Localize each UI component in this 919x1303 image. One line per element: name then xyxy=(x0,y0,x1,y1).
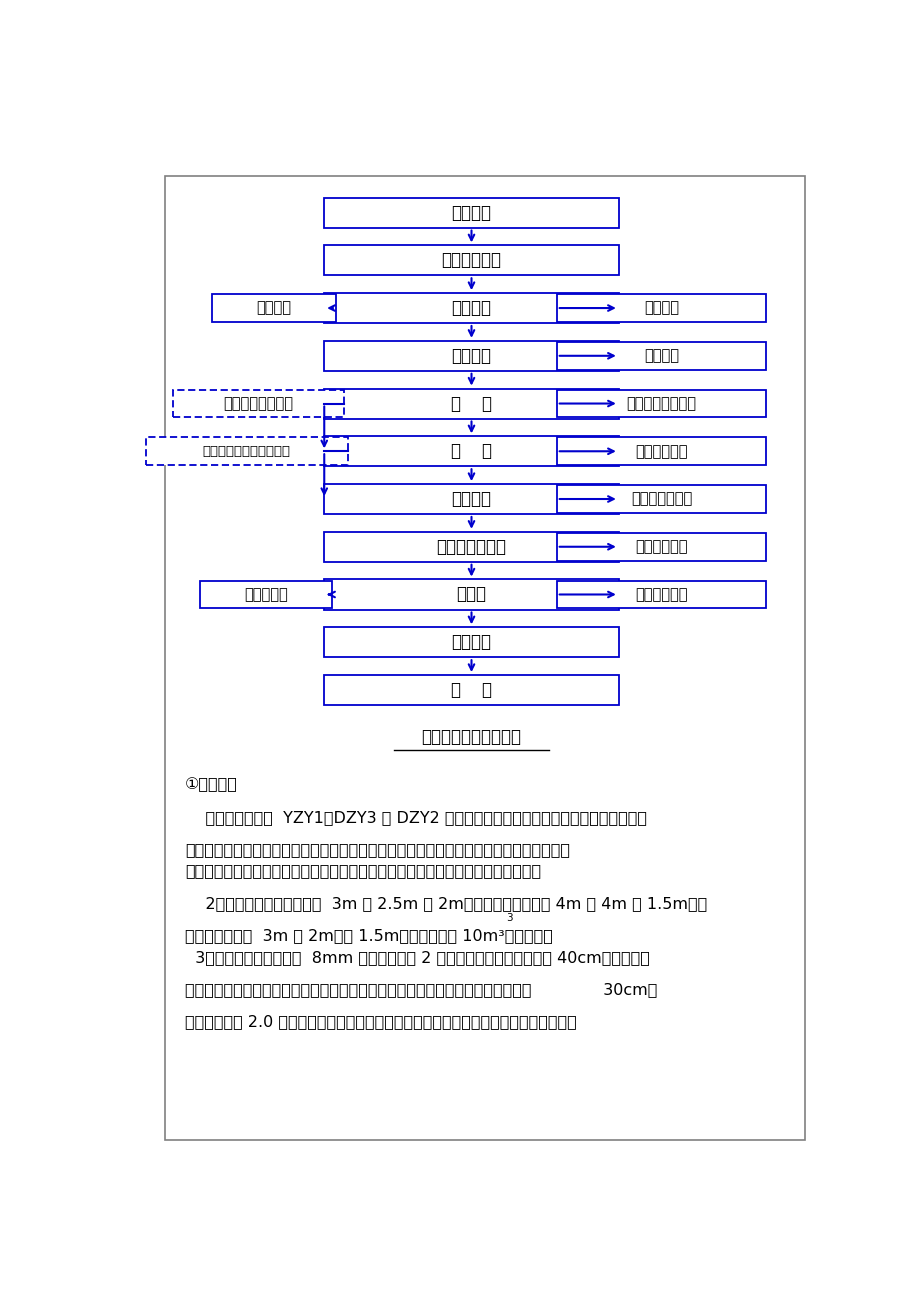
Bar xyxy=(211,294,335,322)
Text: 清    孔: 清 孔 xyxy=(450,442,492,460)
Bar xyxy=(323,245,618,275)
Text: 测量孔深孔径孔斜: 测量孔深孔径孔斜 xyxy=(223,396,293,410)
Text: 平整场地: 平整场地 xyxy=(451,203,491,222)
Text: 拔除护筒: 拔除护筒 xyxy=(451,633,491,652)
Bar xyxy=(323,627,618,657)
Text: 埋设护筒: 埋设护筒 xyxy=(451,300,491,317)
Text: 下钢筋笼: 下钢筋笼 xyxy=(451,490,491,508)
Bar xyxy=(146,438,347,465)
Bar xyxy=(323,293,618,323)
Bar xyxy=(556,438,766,465)
Text: 制备、运输砼: 制备、运输砼 xyxy=(634,586,686,602)
Text: 试装检验导管: 试装检验导管 xyxy=(634,539,686,554)
Text: 测量沉渣土厚度泥浆比重: 测量沉渣土厚度泥浆比重 xyxy=(202,444,290,457)
Bar xyxy=(173,390,344,417)
Text: 养    护: 养 护 xyxy=(450,681,492,698)
Text: 安设导管溜槽等: 安设导管溜槽等 xyxy=(436,538,506,556)
Text: 3）埋设护筒：护筒采用  8mm 的钢护筒，高 2 米，护筒内径比钻头直径大 40cm，根据灌注: 3）埋设护筒：护筒采用 8mm 的钢护筒，高 2 米，护筒内径比钻头直径大 40… xyxy=(185,950,649,964)
Text: 安设钻架: 安设钻架 xyxy=(643,348,678,364)
Text: 固壁浆液循环系统: 固壁浆液循环系统 xyxy=(626,396,696,410)
Text: 制作护筒: 制作护筒 xyxy=(643,301,678,315)
Bar xyxy=(323,388,618,418)
Text: 测量砼高度: 测量砼高度 xyxy=(244,586,288,602)
Bar xyxy=(323,341,618,371)
Text: ①放线定位: ①放线定位 xyxy=(185,778,237,792)
Text: 该桥坐标控制点  YZY1、DZY3 和 DZY2 建立准确的坐标控制网，按设计给定坐标用全站: 该桥坐标控制点 YZY1、DZY3 和 DZY2 建立准确的坐标控制网，按设计给… xyxy=(185,809,646,825)
Bar xyxy=(165,176,804,1140)
Text: 安设清孔设施: 安设清孔设施 xyxy=(634,444,686,459)
Text: 制作吊运钢筋笼: 制作吊运钢筋笼 xyxy=(630,491,691,507)
Bar xyxy=(323,675,618,705)
Text: 仪准确放样出各桩位的控制线及中心位置，考虑到桩位点在埋设护筒时会被破坏，所以桩点: 仪准确放样出各桩位的控制线及中心位置，考虑到桩位点在埋设护筒时会被破坏，所以桩点 xyxy=(185,842,569,857)
Bar xyxy=(200,581,332,609)
Text: 构筑钻机平台: 构筑钻机平台 xyxy=(441,251,501,270)
Text: 高出地下水位 2.0 米以上。在护筒底及周围回填粘土、夯填密实，防止漏水，护筒中心与: 高出地下水位 2.0 米以上。在护筒底及周围回填粘土、夯填密实，防止漏水，护筒中… xyxy=(185,1015,576,1029)
Text: 钻机就位: 钻机就位 xyxy=(451,347,491,365)
Bar xyxy=(556,390,766,417)
Bar xyxy=(323,437,618,466)
Bar xyxy=(556,533,766,560)
Bar xyxy=(556,485,766,513)
Text: 桩位放样: 桩位放样 xyxy=(256,301,291,315)
Text: 水池尺寸约为长  3m 宽 2m，深 1.5m，准备准备约 10m³合格粘土。: 水池尺寸约为长 3m 宽 2m，深 1.5m，准备准备约 10m³合格粘土。 xyxy=(185,928,552,943)
Text: 钻    进: 钻 进 xyxy=(450,395,492,413)
Bar xyxy=(556,341,766,370)
Bar xyxy=(323,532,618,562)
Text: 3: 3 xyxy=(505,913,513,923)
Bar xyxy=(323,580,618,610)
Text: 确定之后，再放四个保护桩用保护桩校核护筒的准确性，保证桩位点偏差符合要求。: 确定之后，再放四个保护桩用保护桩校核护筒的准确性，保证桩位点偏差符合要求。 xyxy=(185,864,540,878)
Text: 灌注桩施工工艺流程图: 灌注桩施工工艺流程图 xyxy=(421,728,521,747)
Bar xyxy=(323,483,618,513)
Text: 桩位置、地理条件和地下水位情况，采用挖土埋设法安设护筒，并使护筒高出地面              30cm，: 桩位置、地理条件和地下水位情况，采用挖土埋设法安设护筒，并使护筒高出地面 30c… xyxy=(185,982,656,997)
Text: 浇筑砼: 浇筑砼 xyxy=(456,585,486,603)
Bar xyxy=(323,198,618,228)
Text: 2）挖泥浆池：尺寸约为长  3m 宽 2.5m 深 2m，沉淀池尺寸约为长 4m 宽 4m 深 1.5m，储: 2）挖泥浆池：尺寸约为长 3m 宽 2.5m 深 2m，沉淀池尺寸约为长 4m … xyxy=(185,896,706,911)
Bar xyxy=(556,294,766,322)
Bar xyxy=(556,581,766,609)
